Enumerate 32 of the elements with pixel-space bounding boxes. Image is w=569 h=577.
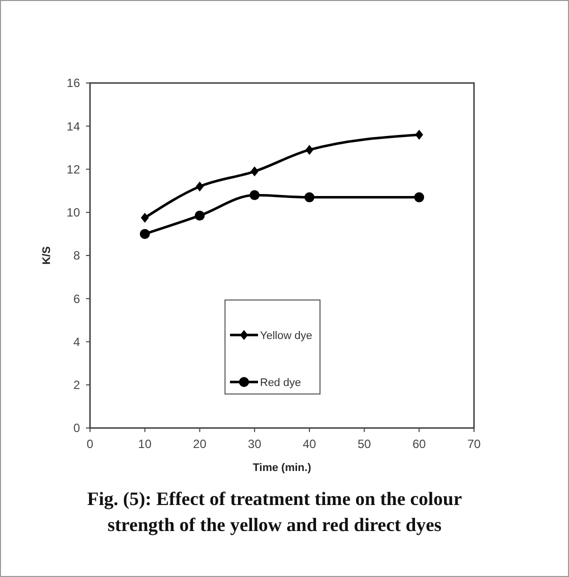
- x-tick-label: 30: [248, 437, 262, 451]
- y-axis-title: K/S: [41, 246, 53, 265]
- x-tick-label: 0: [86, 437, 94, 451]
- y-tick-label: 10: [66, 206, 80, 220]
- x-tick-label: 10: [138, 437, 152, 451]
- text: Fig. (5): Effect of treatment time on the colour strength of the yellow and red direct dyes: [87, 489, 462, 536]
- x-tick-label: 70: [467, 437, 481, 451]
- y-tick-label: 12: [66, 162, 80, 176]
- y-tick-label: 8: [73, 248, 80, 263]
- y-tick-label: 16: [66, 76, 80, 90]
- legend-label: Red dye: [260, 376, 301, 389]
- legend-label: Yellow dye: [260, 330, 312, 342]
- y-tick-label: 0: [73, 421, 80, 436]
- point: [415, 130, 424, 140]
- point: [140, 228, 150, 239]
- point: [140, 212, 149, 223]
- point: [305, 144, 314, 155]
- x-tick-label: 60: [412, 437, 426, 451]
- point: [304, 192, 314, 202]
- point: [194, 210, 205, 221]
- point: [414, 192, 424, 202]
- x-tick-label: 50: [358, 437, 372, 451]
- x-tick-label: 20: [193, 437, 207, 451]
- point: [250, 166, 259, 176]
- y-tick-label: 6: [73, 292, 80, 306]
- y-tick-label: 14: [66, 119, 80, 134]
- point: [196, 182, 204, 192]
- x-tick-label: 40: [302, 437, 316, 451]
- x-axis-title: Time (min.): [252, 462, 312, 474]
- y-tick-label: 4: [73, 334, 80, 349]
- point: [250, 190, 260, 200]
- y-tick-label: 2: [73, 378, 80, 392]
